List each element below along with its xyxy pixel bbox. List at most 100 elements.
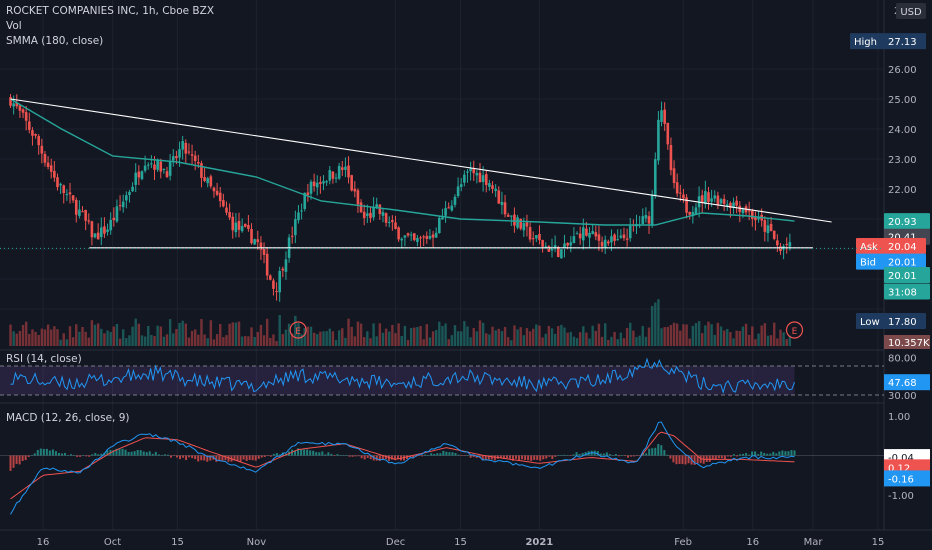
macd-pane <box>0 421 884 515</box>
rsi-band <box>0 366 795 395</box>
candle <box>472 160 476 182</box>
time-axis[interactable]: 16 Oct 15 Nov Dec 15 2021 Feb 16 Mar 15 <box>37 537 885 548</box>
volume-bar <box>165 334 169 346</box>
volume-bar <box>359 323 363 346</box>
time-tick: 15 <box>171 537 184 548</box>
volume-bar <box>463 321 466 346</box>
volume-bar <box>506 337 510 346</box>
price-label-value: 20.01 <box>888 271 917 282</box>
volume-bar <box>619 332 623 346</box>
candle <box>763 216 767 242</box>
volume-bar <box>319 331 322 346</box>
candle <box>269 274 272 281</box>
volume-bar <box>763 323 767 346</box>
volume-bar <box>434 330 438 346</box>
price-label-value: 27.13 <box>888 37 917 48</box>
candle <box>106 223 109 236</box>
candle <box>334 173 338 183</box>
volume-bar <box>162 336 166 346</box>
volume-bar <box>444 323 447 346</box>
descending-trendline[interactable] <box>10 98 832 223</box>
earnings-marker[interactable]: E <box>289 321 307 339</box>
volume-bar <box>582 326 585 346</box>
candle <box>466 168 469 183</box>
candle <box>751 208 754 227</box>
trendlines[interactable] <box>10 98 832 249</box>
volume-bar <box>87 337 90 346</box>
candle <box>600 236 604 253</box>
candle <box>87 213 91 225</box>
candle <box>459 177 463 192</box>
candle <box>519 218 522 231</box>
time-tick: Dec <box>386 537 405 548</box>
volume-bar <box>701 333 704 346</box>
volume-bar <box>90 320 94 346</box>
volume-value: 10.357K <box>888 338 930 349</box>
volume-bar <box>15 333 18 346</box>
candle <box>309 179 313 200</box>
volume-bar <box>40 328 44 346</box>
candle <box>369 206 372 223</box>
volume-bar <box>369 338 372 346</box>
time-tick: 16 <box>746 537 759 548</box>
volume-bar <box>150 334 153 346</box>
candle <box>725 199 729 211</box>
volume-bar <box>747 334 751 346</box>
volume-bar <box>34 331 37 346</box>
candle <box>475 169 479 184</box>
volume-bar <box>388 331 391 346</box>
candle <box>607 239 610 246</box>
volume-bar <box>494 330 497 346</box>
volume-bar <box>785 339 788 346</box>
volume-bar <box>178 322 181 346</box>
volume-bar <box>669 325 673 346</box>
volume-bar <box>591 325 594 346</box>
macd-value: -0.16 <box>888 474 914 485</box>
volume-bar <box>403 325 407 346</box>
volume-bar <box>644 336 648 346</box>
candle <box>128 189 131 203</box>
volume-bar <box>578 332 582 346</box>
volume-bar <box>513 325 516 346</box>
candle <box>215 182 219 197</box>
candle <box>412 233 416 242</box>
candle <box>491 181 494 194</box>
candle <box>68 182 72 204</box>
macd-tick: 1.00 <box>888 412 910 423</box>
price-tick: 26.00 <box>888 65 917 76</box>
volume-bar <box>525 328 529 346</box>
candle <box>294 210 297 244</box>
volume-bar <box>603 323 607 346</box>
volume-bar <box>65 339 69 346</box>
earnings-marker[interactable]: E <box>785 321 804 339</box>
volume-bar <box>694 323 698 346</box>
candle <box>74 197 78 223</box>
price-tick: 25.00 <box>888 95 917 106</box>
volume-bar <box>334 340 338 346</box>
candle <box>597 225 601 251</box>
volume-bar <box>56 329 59 346</box>
volume-bar <box>647 327 651 346</box>
volume-bar <box>519 327 522 346</box>
volume-bar <box>616 339 619 346</box>
candle <box>738 201 742 223</box>
currency-button[interactable] <box>896 3 926 19</box>
volume-bar <box>456 331 460 346</box>
candle <box>344 157 347 178</box>
candle <box>218 186 222 208</box>
volume-bar <box>247 336 250 346</box>
candle <box>34 133 37 139</box>
volume-bar <box>184 323 187 346</box>
candle <box>513 207 516 233</box>
volume-bar <box>478 320 482 346</box>
volume-bar <box>172 333 175 346</box>
price-label: Ask 20.04 <box>856 238 926 254</box>
volume-bar <box>625 327 629 346</box>
candle <box>353 181 357 198</box>
candle <box>234 212 238 238</box>
candle <box>735 195 738 214</box>
candle <box>31 127 34 146</box>
candle <box>779 242 782 255</box>
candle <box>103 217 106 238</box>
